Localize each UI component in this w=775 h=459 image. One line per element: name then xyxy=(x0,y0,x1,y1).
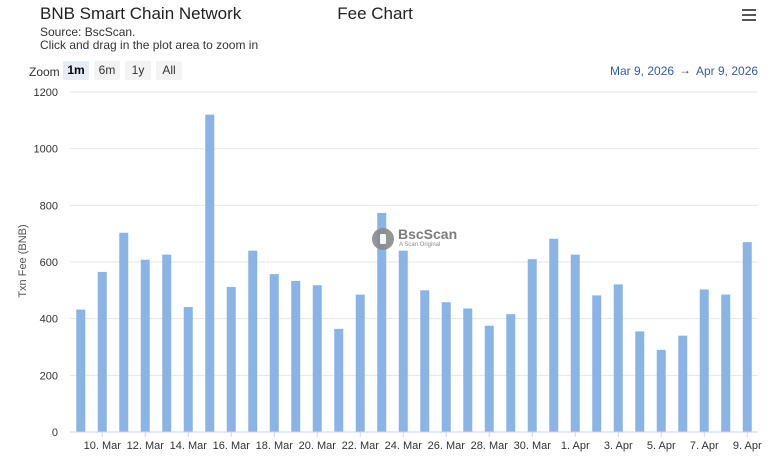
x-tick-label: 28. Mar xyxy=(471,440,509,452)
bscscan-logo-icon xyxy=(372,228,394,250)
zoom-1m-button[interactable]: 1m xyxy=(63,61,89,80)
bar[interactable] xyxy=(248,250,258,432)
y-axis-label: Txn Fee (BNB) xyxy=(17,224,29,297)
zoom-all-button[interactable]: All xyxy=(156,61,182,80)
x-tick-label: 30. Mar xyxy=(514,440,552,452)
zoom-1y-button[interactable]: 1y xyxy=(125,61,151,80)
chart-source: Source: BscScan. xyxy=(40,25,136,39)
chart-hint: Click and drag in the plot area to zoom … xyxy=(40,38,259,52)
bar[interactable] xyxy=(205,114,215,433)
y-tick-label: 0 xyxy=(52,427,58,439)
x-tick-label: 26. Mar xyxy=(428,440,466,452)
bar[interactable] xyxy=(398,250,408,432)
range-to-input[interactable]: Apr 9, 2026 xyxy=(696,64,759,78)
bar[interactable] xyxy=(463,308,473,432)
hamburger-menu-icon[interactable] xyxy=(742,9,756,21)
bar[interactable] xyxy=(226,286,236,432)
bar[interactable] xyxy=(721,294,731,432)
bar[interactable] xyxy=(183,307,193,432)
x-tick-label: 1. Apr xyxy=(561,440,590,452)
watermark-name: BscScan xyxy=(398,226,458,242)
bar[interactable] xyxy=(291,280,301,432)
x-tick-label: 24. Mar xyxy=(385,440,423,452)
bar[interactable] xyxy=(678,335,688,432)
zoom-label: Zoom xyxy=(29,65,60,79)
y-tick-label: 1200 xyxy=(34,87,58,99)
bar[interactable] xyxy=(269,274,279,432)
x-tick-label: 22. Mar xyxy=(342,440,380,452)
x-tick-label: 7. Apr xyxy=(690,440,719,452)
x-tick-label: 3. Apr xyxy=(604,440,633,452)
watermark-tagline: A Scan Original xyxy=(399,242,441,248)
bar-series xyxy=(76,114,752,433)
y-tick-label: 800 xyxy=(40,200,58,212)
y-tick-label: 200 xyxy=(40,370,58,382)
bar[interactable] xyxy=(162,254,172,432)
bar[interactable] xyxy=(377,212,387,432)
bar[interactable] xyxy=(140,259,150,432)
y-tick-label: 400 xyxy=(40,314,58,326)
x-tick-label: 12. Mar xyxy=(127,440,165,452)
x-tick-label: 9. Apr xyxy=(733,440,762,452)
bar[interactable] xyxy=(506,314,516,432)
chart-title-fee: Fee Chart xyxy=(337,4,413,23)
bar[interactable] xyxy=(699,289,709,432)
x-tick-label: 20. Mar xyxy=(299,440,337,452)
bar[interactable] xyxy=(355,294,365,432)
x-tick-label: 18. Mar xyxy=(256,440,294,452)
bar[interactable] xyxy=(420,290,430,432)
range-arrow-icon: → xyxy=(679,63,691,77)
bar[interactable] xyxy=(484,325,494,432)
bar[interactable] xyxy=(570,254,580,432)
bar[interactable] xyxy=(441,302,451,432)
zoom-6m-button[interactable]: 6m xyxy=(94,61,120,80)
bar[interactable] xyxy=(97,271,107,432)
y-tick-label: 600 xyxy=(40,257,58,269)
y-tick-label: 1000 xyxy=(34,144,58,156)
chart-title-network: BNB Smart Chain Network xyxy=(40,4,242,23)
bar[interactable] xyxy=(592,295,602,432)
bar[interactable] xyxy=(527,259,537,432)
bar[interactable] xyxy=(635,331,645,432)
bar[interactable] xyxy=(656,349,666,432)
chart-title: BNB Smart Chain Network Fee Chart xyxy=(40,4,413,24)
range-from-input[interactable]: Mar 9, 2026 xyxy=(610,64,675,78)
bar[interactable] xyxy=(613,284,623,432)
bar[interactable] xyxy=(742,242,752,432)
bar[interactable] xyxy=(119,232,129,432)
x-tick-label: 10. Mar xyxy=(84,440,122,452)
y-axis-ticks: 0 200 400 600 800 1000 1200 xyxy=(34,87,58,439)
bar[interactable] xyxy=(549,238,559,432)
x-tick-label: 14. Mar xyxy=(170,440,208,452)
bar[interactable] xyxy=(312,285,322,432)
x-tick-label: 16. Mar xyxy=(213,440,251,452)
bar[interactable] xyxy=(334,328,344,432)
x-tick-label: 5. Apr xyxy=(647,440,676,452)
x-axis-ticks: 10. Mar 12. Mar 14. Mar 16. Mar 18. Mar 20. M… xyxy=(84,432,762,452)
bar[interactable] xyxy=(76,309,86,432)
